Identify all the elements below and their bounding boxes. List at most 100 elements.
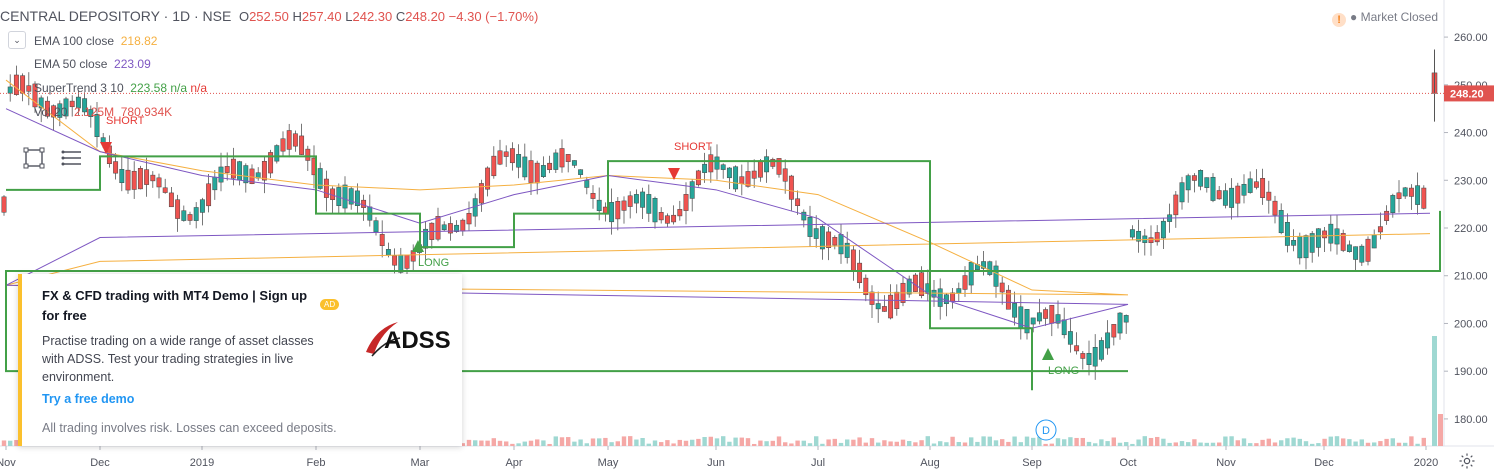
volume-bar: [1260, 439, 1265, 446]
ad-body: Practise trading on a wide range of asse…: [42, 334, 314, 384]
volume-bar: [646, 443, 651, 446]
candle: [795, 198, 801, 206]
candle: [788, 175, 794, 200]
volume-bar: [473, 440, 478, 446]
candle: [559, 148, 565, 168]
candle: [44, 100, 50, 117]
rectangle-tool-icon[interactable]: [22, 146, 46, 170]
candle: [168, 192, 174, 208]
candle: [26, 85, 32, 92]
candle: [1160, 220, 1166, 239]
candle: [1129, 229, 1135, 238]
x-tick-label: Nov: [1216, 457, 1236, 469]
x-tick-label: Jul: [811, 457, 825, 469]
volume-bar: [1415, 443, 1420, 446]
volume-bar: [857, 437, 862, 446]
volume-bar: [460, 443, 465, 446]
volume-bar: [925, 436, 930, 446]
volume-bar: [1080, 437, 1085, 446]
volume-bar: [1142, 436, 1147, 446]
market-status[interactable]: ! ● Market Closed: [1332, 10, 1438, 27]
x-tick-label: Feb: [307, 457, 326, 469]
volume-bar: [1421, 437, 1426, 446]
candle: [677, 209, 683, 217]
x-tick-label: Apr: [505, 457, 522, 469]
symbol-title[interactable]: CENTRAL DEPOSITORY · 1D · NSE: [0, 8, 232, 24]
try-demo-link[interactable]: Try a free demo: [42, 392, 135, 406]
candle: [317, 168, 323, 189]
volume-bar: [702, 437, 707, 446]
list-menu-icon[interactable]: [60, 146, 84, 170]
volume-bar: [497, 440, 503, 446]
candle: [782, 168, 788, 182]
candle: [764, 156, 770, 173]
volume-bar: [1179, 441, 1185, 446]
volume-bar: [863, 442, 868, 446]
indicator-volume[interactable]: Vol 20 2.125M 780.934K: [34, 105, 173, 119]
volume-bar: [764, 441, 769, 446]
candle: [857, 262, 863, 284]
volume-bar: [739, 437, 744, 446]
volume-bar: [1111, 437, 1116, 446]
candle: [175, 199, 181, 219]
ad-banner[interactable]: FX & CFD trading with MT4 Demo | Sign up…: [18, 274, 462, 446]
volume-bar: [665, 440, 670, 446]
candle: [1415, 185, 1421, 205]
indicator-supertrend[interactable]: SuperTrend 3 10 223.58 n/a n/a: [34, 81, 208, 95]
candle: [1384, 210, 1390, 221]
candle: [491, 155, 497, 177]
candle: [113, 161, 119, 174]
signal-arrow: [1042, 348, 1054, 360]
volume-bar: [745, 438, 751, 446]
volume-bar: [845, 439, 850, 446]
candle: [131, 170, 137, 190]
volume-bar: [851, 439, 856, 446]
candle: [1024, 309, 1030, 334]
candle: [1340, 233, 1346, 251]
volume-bar: [1347, 439, 1352, 446]
candle: [1067, 331, 1073, 345]
candle: [20, 75, 26, 94]
volume-bar: [1074, 437, 1079, 446]
volume-bar: [913, 442, 918, 446]
gear-icon[interactable]: [1458, 452, 1476, 470]
candle: [373, 220, 379, 233]
candle: [261, 160, 267, 181]
volume-bar: [491, 438, 496, 446]
volume-bar: [1359, 439, 1364, 446]
volume-bar: [504, 441, 509, 446]
volume-bar: [535, 439, 540, 446]
volume-bar: [1254, 443, 1259, 446]
volume-bar: [1432, 336, 1437, 446]
candle: [404, 254, 410, 269]
collapse-legend-button[interactable]: ⌄: [8, 31, 26, 49]
candle: [361, 199, 367, 208]
candle: [1278, 210, 1284, 234]
ad-title[interactable]: FX & CFD trading with MT4 Demo | Sign up…: [42, 288, 308, 323]
volume-bar: [1279, 440, 1284, 446]
indicator-ema50[interactable]: EMA 50 close 223.09: [34, 57, 151, 71]
candle: [695, 170, 701, 186]
volume-bar: [1186, 442, 1191, 446]
candle: [323, 178, 329, 198]
volume-bar: [1316, 443, 1321, 446]
last-price-label: 248.20: [1450, 88, 1484, 100]
volume-bar: [956, 442, 961, 446]
candle: [565, 154, 571, 162]
volume-bar: [572, 441, 577, 446]
candle: [63, 98, 69, 117]
candle: [553, 152, 559, 170]
candle: [671, 214, 677, 223]
candle: [1334, 228, 1340, 245]
candle: [1036, 312, 1042, 322]
indicator-ema100[interactable]: EMA 100 close 218.82: [34, 34, 158, 48]
dividend-marker: [1035, 419, 1057, 441]
candle: [534, 162, 540, 184]
candle: [633, 194, 639, 204]
candle: [75, 96, 81, 109]
ohlc-readout: O252.50 H257.40 L242.30 C248.20 −4.30 (−…: [238, 9, 539, 24]
candle: [714, 156, 720, 170]
volume-bar: [1297, 438, 1302, 446]
signal-arrow: [100, 142, 112, 154]
volume-bar: [962, 442, 968, 446]
